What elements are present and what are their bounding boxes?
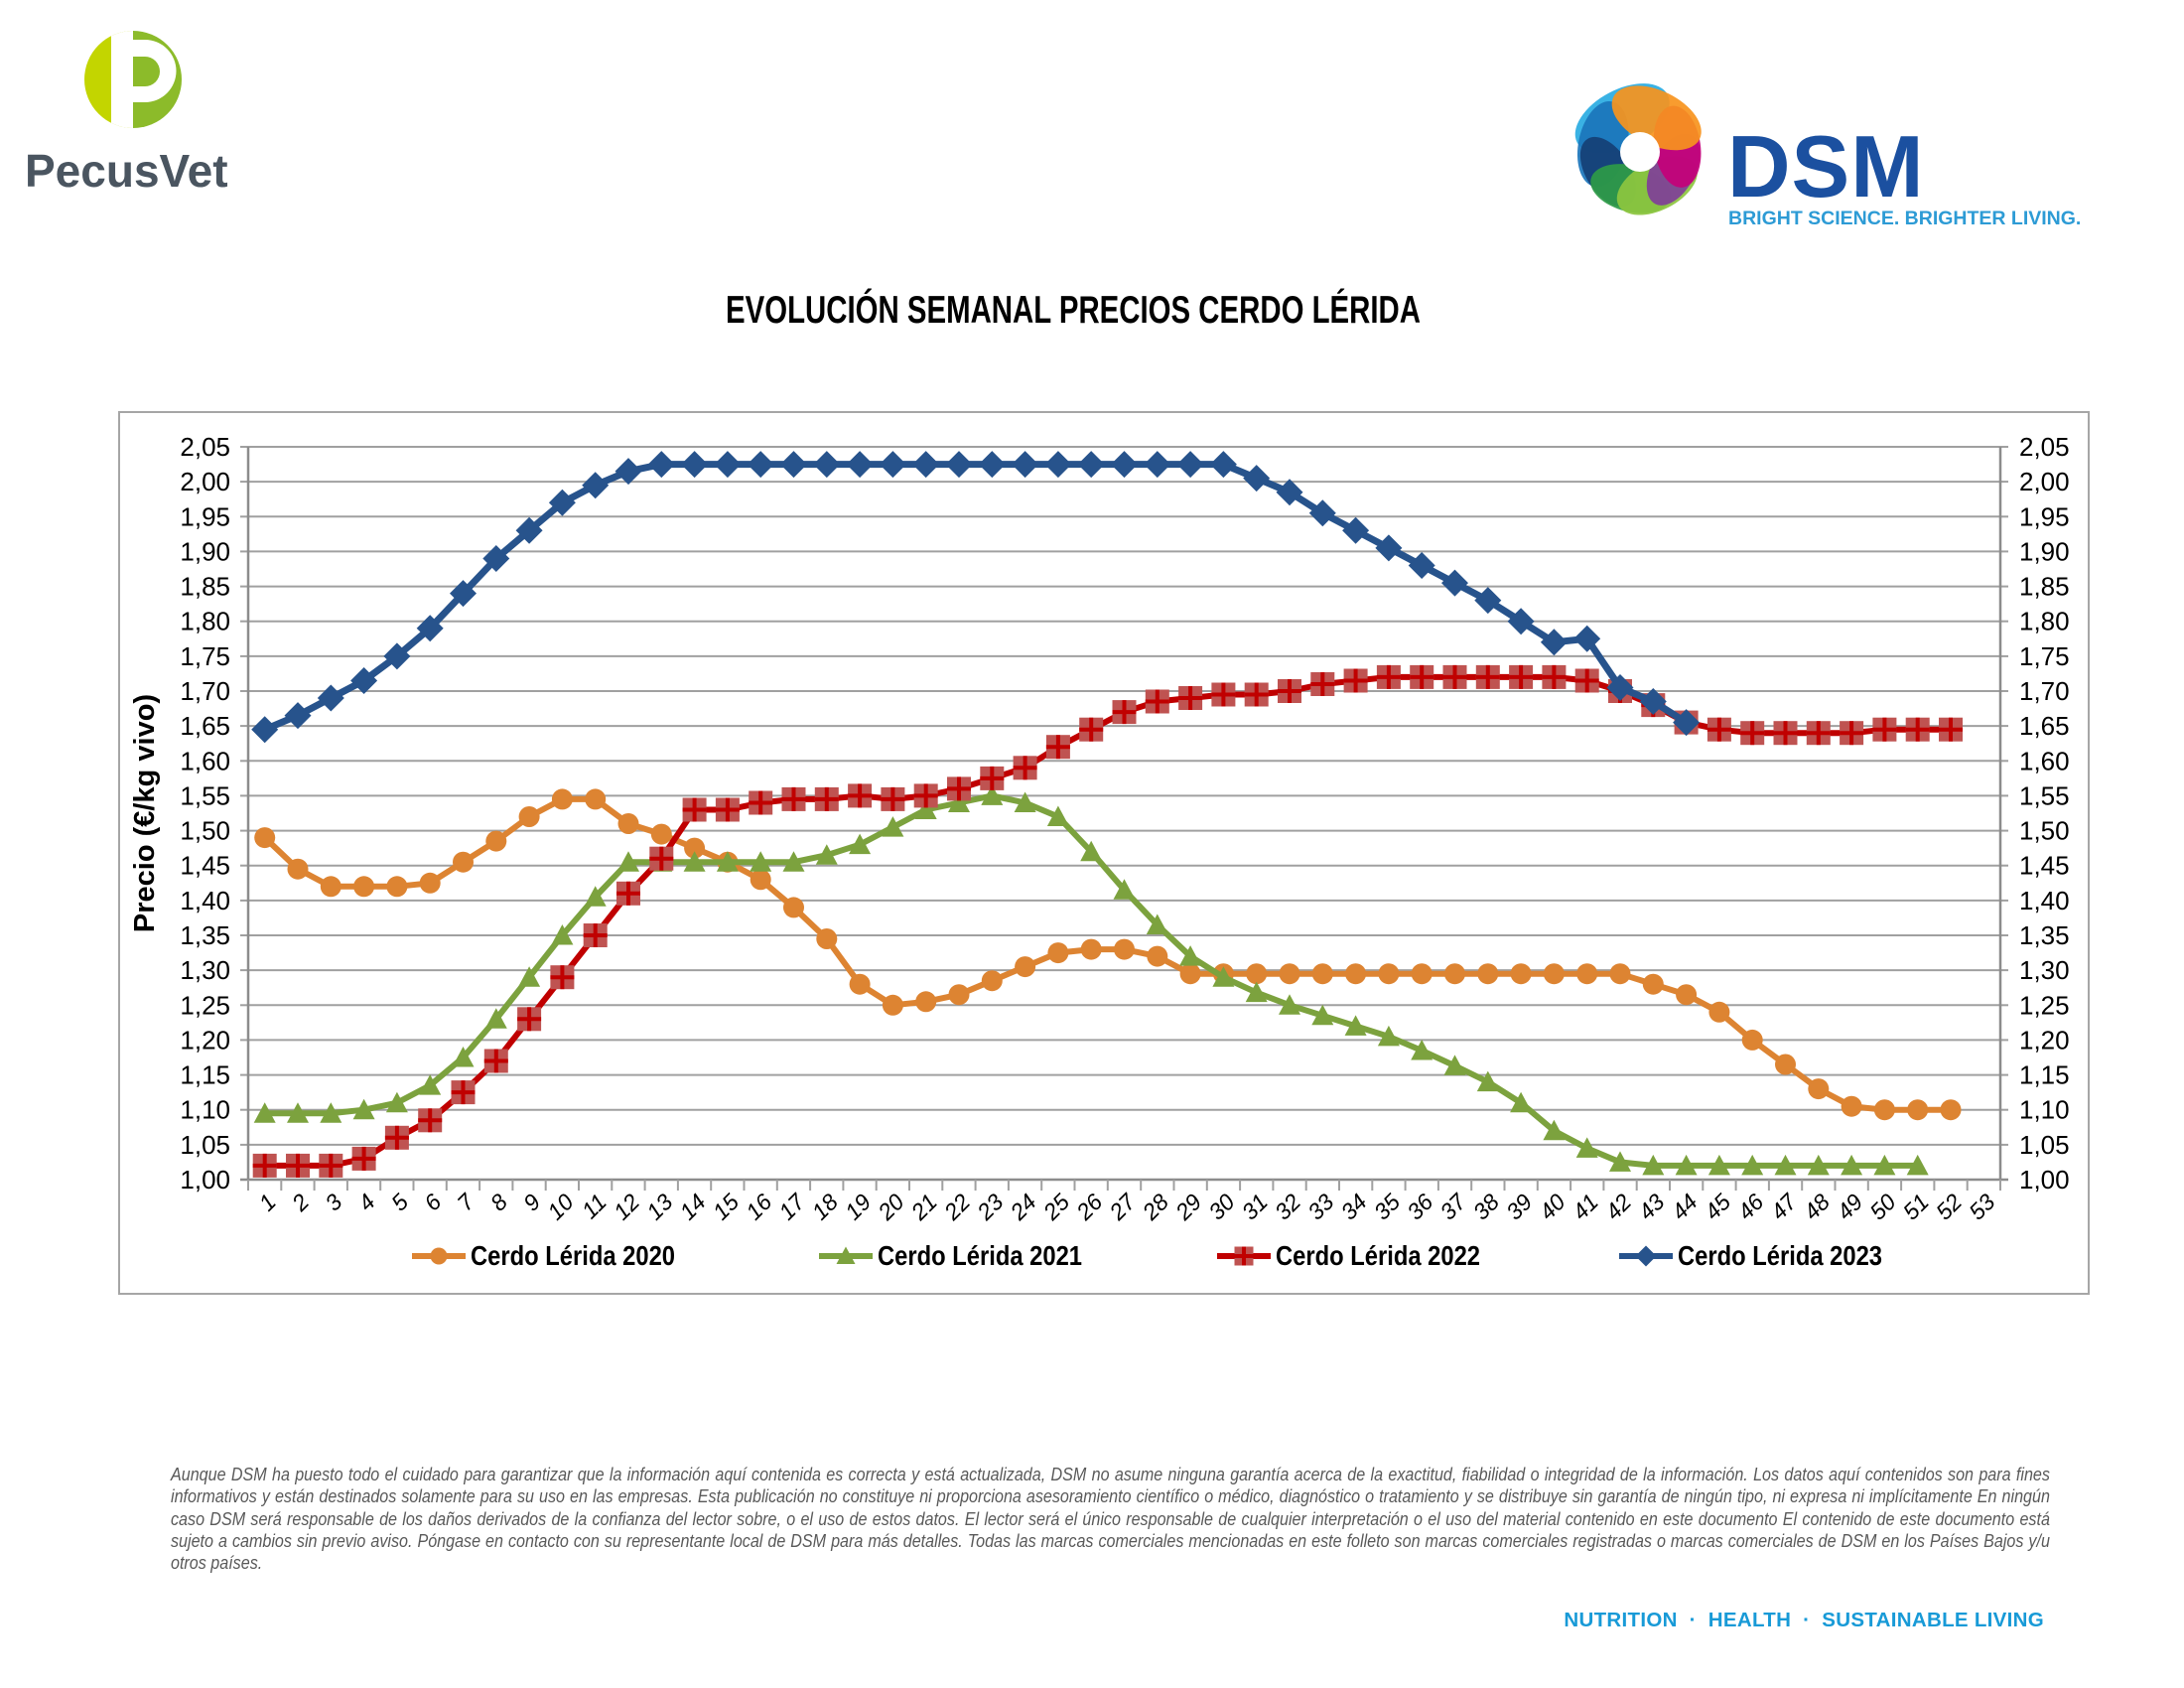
svg-text:DSM: DSM <box>1727 117 1925 215</box>
svg-text:1,75: 1,75 <box>2019 641 2070 671</box>
svg-text:1,20: 1,20 <box>2019 1025 2070 1055</box>
svg-text:1,00: 1,00 <box>2019 1165 2070 1195</box>
svg-text:2,00: 2,00 <box>2019 467 2070 496</box>
svg-text:EVOLUCIÓN SEMANAL PRECIOS CERD: EVOLUCIÓN SEMANAL PRECIOS CERDO LÉRIDA <box>726 288 1421 332</box>
svg-text:PecusVet: PecusVet <box>25 145 228 197</box>
svg-text:1,80: 1,80 <box>180 607 230 636</box>
svg-text:1,35: 1,35 <box>180 920 230 950</box>
svg-text:1,55: 1,55 <box>180 780 230 810</box>
svg-text:1,40: 1,40 <box>2019 886 2070 915</box>
svg-text:Precio (€/kg vivo): Precio (€/kg vivo) <box>129 694 161 932</box>
svg-text:2,05: 2,05 <box>2019 432 2070 462</box>
svg-text:1,35: 1,35 <box>2019 920 2070 950</box>
svg-text:1,45: 1,45 <box>180 851 230 881</box>
svg-text:1,50: 1,50 <box>2019 816 2070 846</box>
svg-text:1,75: 1,75 <box>180 641 230 671</box>
svg-text:1,05: 1,05 <box>180 1130 230 1160</box>
svg-text:1,30: 1,30 <box>2019 955 2070 985</box>
svg-text:1,55: 1,55 <box>2019 780 2070 810</box>
svg-text:1,00: 1,00 <box>180 1165 230 1195</box>
svg-text:Cerdo Lérida 2020: Cerdo Lérida 2020 <box>471 1240 675 1271</box>
svg-text:1,70: 1,70 <box>180 676 230 706</box>
svg-text:1,95: 1,95 <box>2019 501 2070 531</box>
svg-text:1,65: 1,65 <box>180 711 230 741</box>
svg-text:1,30: 1,30 <box>180 955 230 985</box>
svg-text:2,00: 2,00 <box>180 467 230 496</box>
svg-text:1,95: 1,95 <box>180 501 230 531</box>
svg-text:1,90: 1,90 <box>180 536 230 566</box>
svg-text:1,80: 1,80 <box>2019 607 2070 636</box>
svg-text:1,25: 1,25 <box>180 990 230 1020</box>
svg-text:1,85: 1,85 <box>2019 572 2070 602</box>
svg-text:1,25: 1,25 <box>2019 990 2070 1020</box>
svg-text:1,50: 1,50 <box>180 816 230 846</box>
svg-text:Cerdo Lérida 2021: Cerdo Lérida 2021 <box>878 1240 1082 1271</box>
svg-text:Cerdo Lérida 2022: Cerdo Lérida 2022 <box>1276 1240 1480 1271</box>
svg-text:1,40: 1,40 <box>180 886 230 915</box>
svg-text:1,20: 1,20 <box>180 1025 230 1055</box>
svg-text:1,05: 1,05 <box>2019 1130 2070 1160</box>
svg-text:2,05: 2,05 <box>180 432 230 462</box>
svg-text:1,85: 1,85 <box>180 572 230 602</box>
svg-text:1,90: 1,90 <box>2019 536 2070 566</box>
svg-text:1,45: 1,45 <box>2019 851 2070 881</box>
svg-text:1,15: 1,15 <box>2019 1060 2070 1090</box>
svg-text:1,10: 1,10 <box>180 1095 230 1125</box>
svg-text:1,70: 1,70 <box>2019 676 2070 706</box>
svg-text:1,10: 1,10 <box>2019 1095 2070 1125</box>
svg-text:1,15: 1,15 <box>180 1060 230 1090</box>
svg-text:1,65: 1,65 <box>2019 711 2070 741</box>
svg-text:1,60: 1,60 <box>2019 746 2070 775</box>
svg-text:Cerdo Lérida 2023: Cerdo Lérida 2023 <box>1678 1240 1882 1271</box>
svg-text:BRIGHT SCIENCE. BRIGHTER LIVIN: BRIGHT SCIENCE. BRIGHTER LIVING. <box>1728 208 2081 229</box>
svg-text:1,60: 1,60 <box>180 746 230 775</box>
